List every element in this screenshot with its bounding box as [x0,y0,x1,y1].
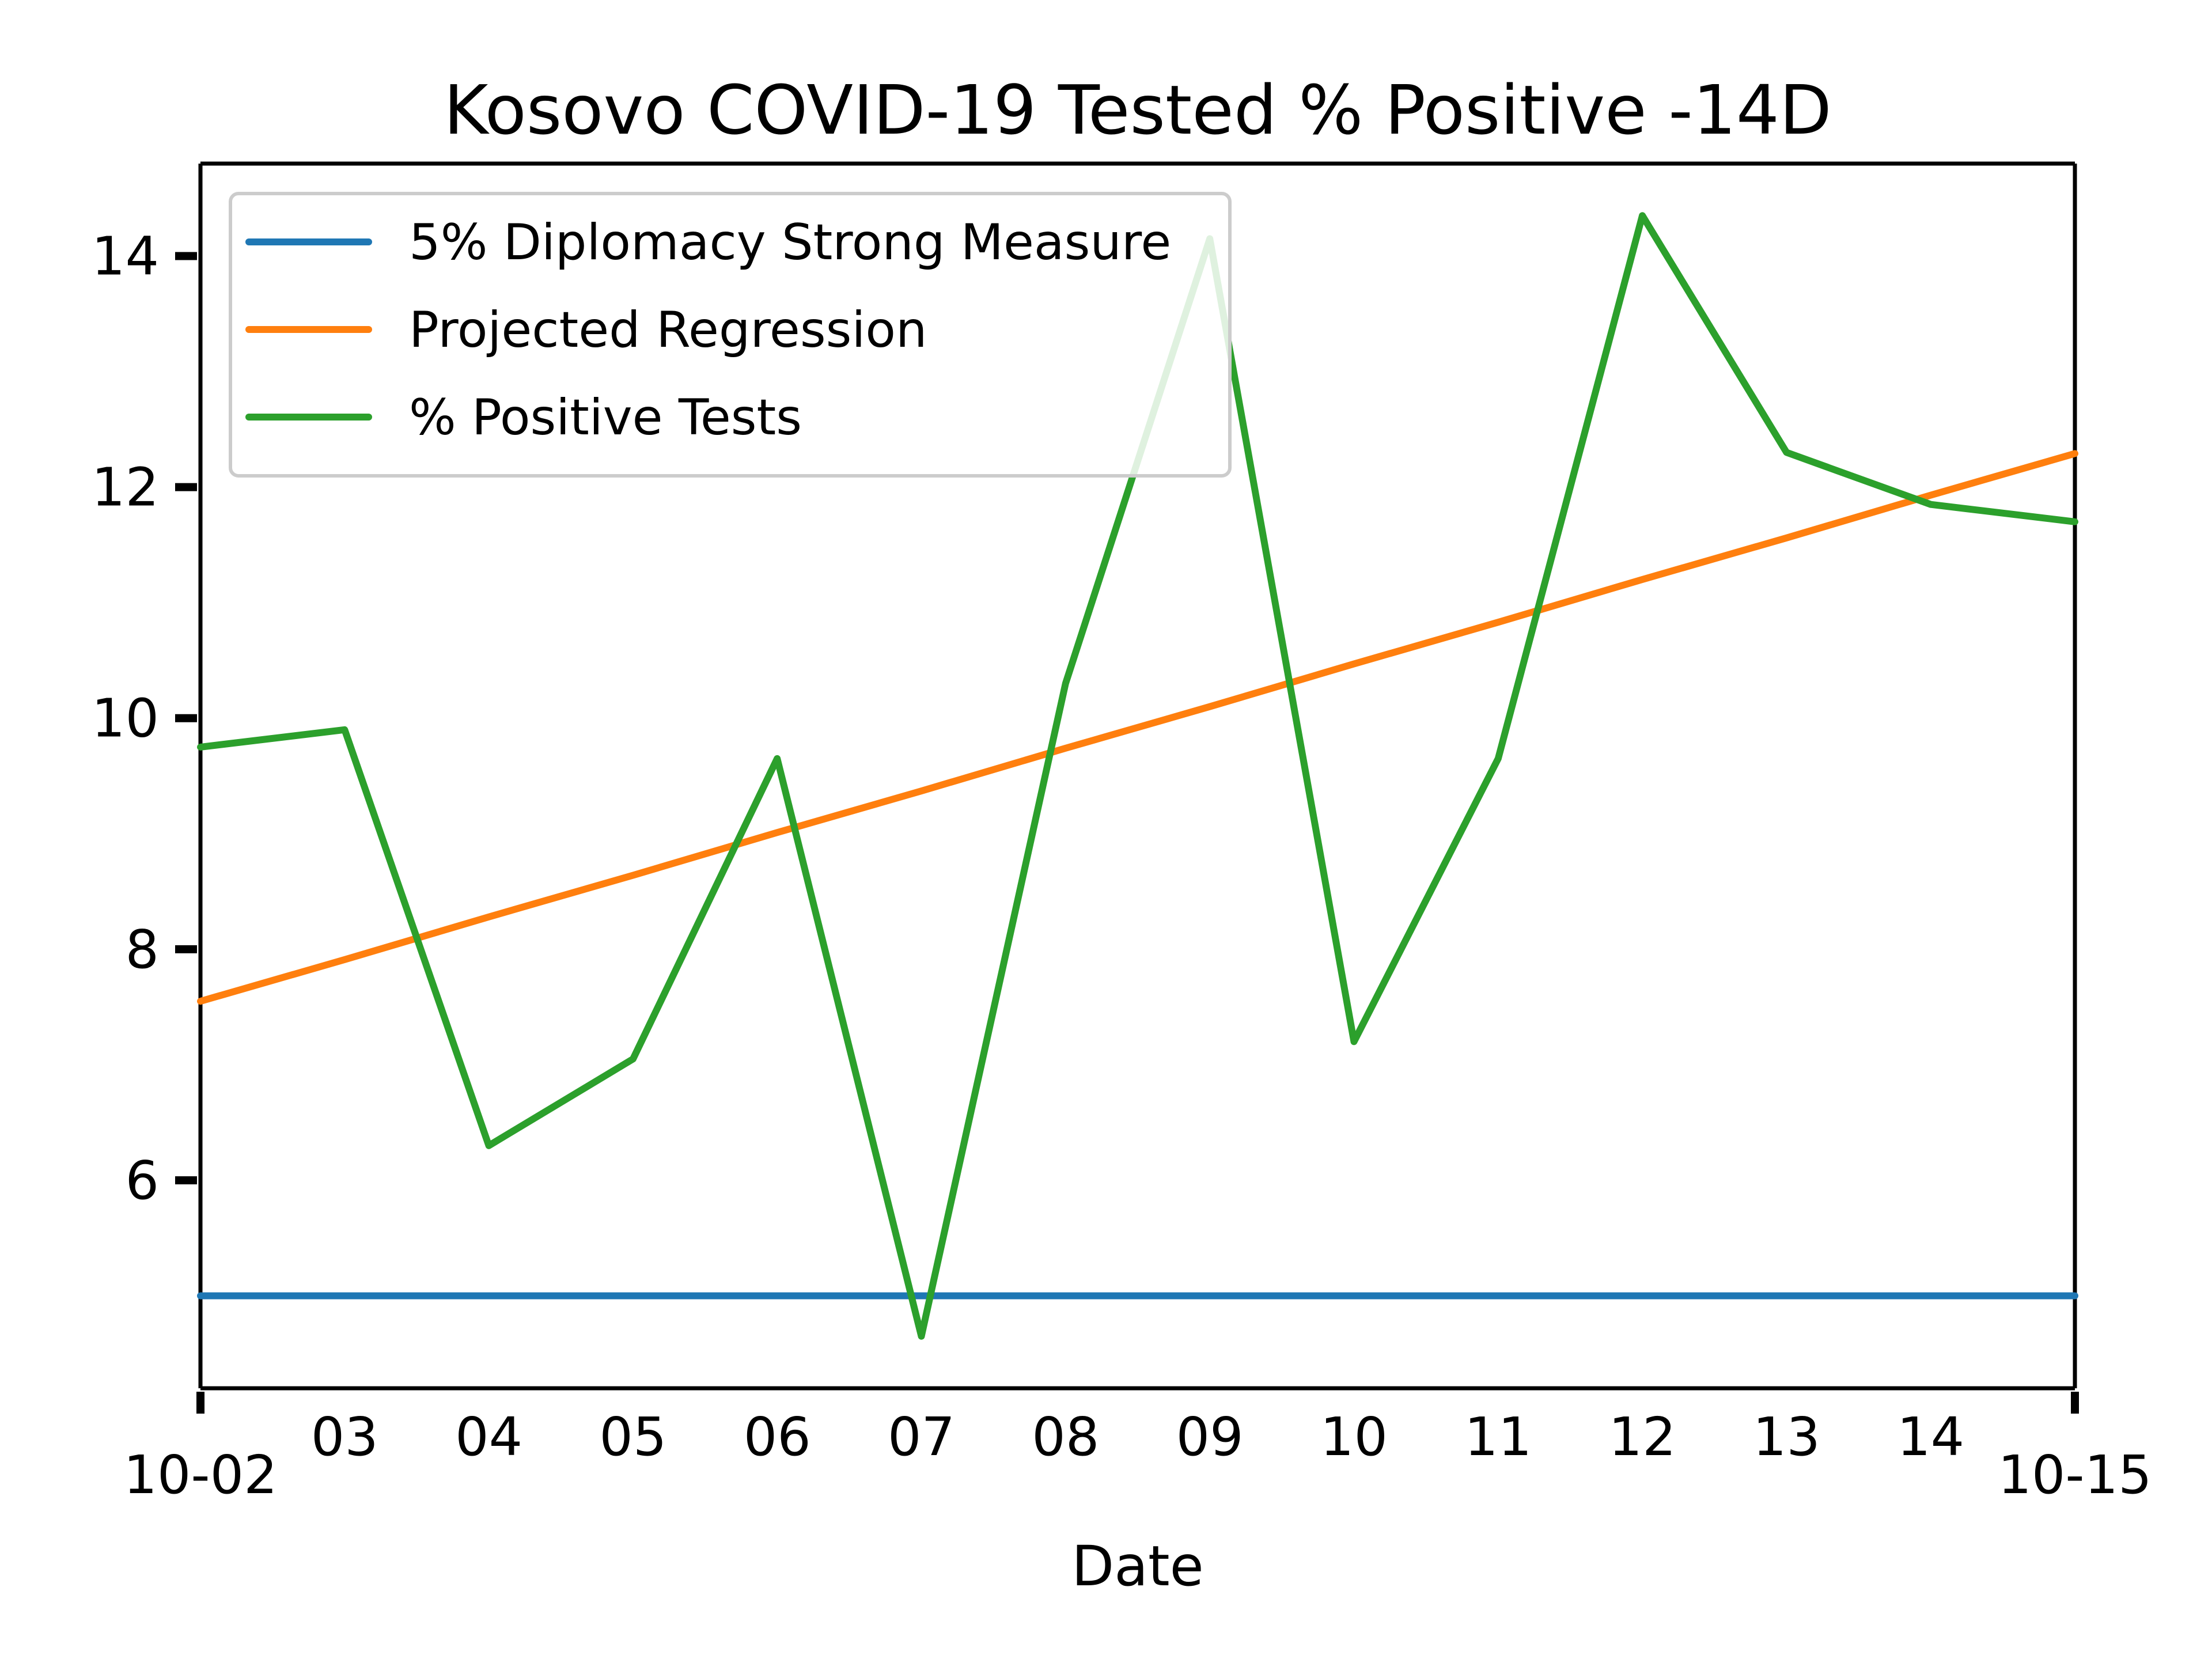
x-tick-label: 12 [1609,1406,1676,1468]
x-axis-label: Date [1071,1534,1203,1599]
series-line-1 [197,450,2078,1005]
x-tick-label: 09 [1176,1406,1244,1468]
x-tick-label: 11 [1464,1406,1532,1468]
x-tick-label: 03 [311,1406,378,1468]
x-tick-label: 07 [888,1406,955,1468]
x-tick-label: 05 [599,1406,666,1468]
legend-box [229,192,1232,478]
legend-label: 5% Diplomacy Strong Measure [409,214,1171,271]
x-tick-label: 10-02 [123,1444,277,1506]
x-axis-ticks: 10-02 03 04 05 06 07 08 09 10 11 12 13 14 10-15 [123,1392,2152,1506]
x-tick-label: 04 [455,1406,522,1468]
legend-label: Projected Regression [409,301,927,359]
y-tick-label: 14 [92,225,159,287]
x-tick-label: 08 [1032,1406,1099,1468]
chart-title: Kosovo COVID-19 Tested % Positive -14D [444,70,1832,150]
y-tick-label: 6 [125,1150,159,1211]
y-axis-ticks: 6 8 10 12 14 [92,225,197,1211]
legend: 5% Diplomacy Strong Measure Projected Reg… [229,192,1232,478]
legend-label: % Positive Tests [409,389,802,446]
x-tick-label: 10-15 [1998,1444,2152,1506]
x-tick-label: 06 [744,1406,811,1468]
y-tick-label: 8 [125,919,159,980]
y-tick-label: 10 [92,688,159,749]
x-tick-label: 10 [1320,1406,1388,1468]
plot-frame [198,161,2077,1391]
y-tick-label: 12 [92,457,159,518]
x-tick-label: 13 [1753,1406,1820,1468]
x-tick-label: 14 [1897,1406,1964,1468]
